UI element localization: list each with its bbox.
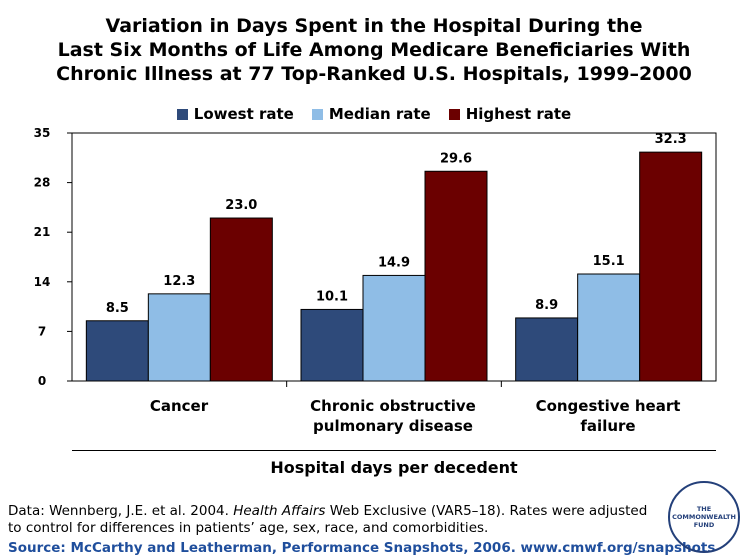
- legend-label-median: Median rate: [328, 105, 431, 123]
- bar-value-label: 8.9: [535, 298, 558, 313]
- logo-line-2: COMMONWEALTH: [672, 513, 736, 521]
- bar-value-label: 29.6: [440, 151, 472, 166]
- axis-title-divider: [72, 450, 716, 451]
- source-line: Source: McCarthy and Leatherman, Perform…: [8, 540, 716, 556]
- category-label-line: Congestive heart: [535, 397, 681, 415]
- legend-item-median: Median rate: [311, 105, 431, 123]
- commonwealth-fund-logo: THE COMMONWEALTH FUND: [668, 481, 740, 553]
- bar-median-rate: [577, 273, 641, 382]
- legend-item-highest: Highest rate: [448, 105, 572, 123]
- bar-value-label: 12.3: [163, 274, 195, 289]
- bar-highest-rate: [209, 217, 273, 382]
- bar-median-rate: [362, 274, 426, 382]
- category-label-line: Cancer: [149, 397, 209, 415]
- y-tick-label: 0: [38, 374, 46, 388]
- legend-label-highest: Highest rate: [465, 105, 572, 123]
- category-label-copd: Chronic obstructive pulmonary disease: [286, 396, 500, 436]
- category-label-chf: Congestive heart failure: [500, 396, 716, 436]
- category-label-cancer: Cancer: [72, 396, 286, 416]
- footnote-suffix: Web Exclusive (VAR5–18). Rates were adju…: [8, 503, 648, 536]
- category-label-line: pulmonary disease: [313, 417, 473, 435]
- bar-chart: 0 7 14 21 28 35 8.5 12.3 23.0 10.1 14.9 29.6 8.9 15.1…: [34, 126, 717, 388]
- legend-item-lowest: Lowest rate: [176, 105, 294, 123]
- bar-lowest-rate: [300, 308, 364, 382]
- legend-swatch-lowest: [176, 108, 188, 120]
- category-label-line: Chronic obstructive: [310, 397, 476, 415]
- y-tick-label: 35: [34, 126, 51, 140]
- bar-lowest-rate: [515, 317, 579, 382]
- title-line-3: Chronic Illness at 77 Top-Ranked U.S. Ho…: [56, 63, 692, 85]
- footnote-journal: Health Affairs: [233, 503, 326, 519]
- footnote-prefix: Data: Wennberg, J.E. et al. 2004.: [8, 503, 234, 519]
- y-tick-label: 21: [34, 225, 51, 239]
- bar-value-label: 10.1: [316, 289, 348, 304]
- legend-label-lowest: Lowest rate: [193, 105, 294, 123]
- bar-value-label: 15.1: [593, 254, 625, 269]
- title-line-1: Variation in Days Spent in the Hospital …: [105, 15, 643, 37]
- logo-line-1: THE: [696, 505, 712, 513]
- y-tick-label: 7: [38, 324, 46, 338]
- x-axis-title: Hospital days per decedent: [270, 458, 518, 477]
- logo-line-3: FUND: [693, 521, 715, 529]
- bar-highest-rate: [424, 170, 488, 382]
- bar-value-label: 32.3: [655, 132, 687, 147]
- title-line-2: Last Six Months of Life Among Medicare B…: [57, 39, 691, 61]
- y-tick-label: 28: [34, 176, 51, 190]
- bar-value-label: 8.5: [106, 301, 129, 316]
- bar-lowest-rate: [85, 320, 149, 382]
- category-label-line: failure: [580, 417, 636, 435]
- chart-title: Variation in Days Spent in the Hospital …: [0, 14, 748, 86]
- bar-value-label: 23.0: [225, 198, 257, 213]
- legend: Lowest rate Median rate Highest rate: [0, 105, 748, 123]
- legend-swatch-highest: [448, 108, 460, 120]
- y-tick-label: 14: [34, 275, 51, 289]
- bar-median-rate: [147, 293, 211, 382]
- bar-value-label: 14.9: [378, 255, 410, 270]
- legend-swatch-median: [311, 108, 323, 120]
- bar-highest-rate: [639, 151, 703, 382]
- footnote: Data: Wennberg, J.E. et al. 2004. Health…: [8, 503, 658, 537]
